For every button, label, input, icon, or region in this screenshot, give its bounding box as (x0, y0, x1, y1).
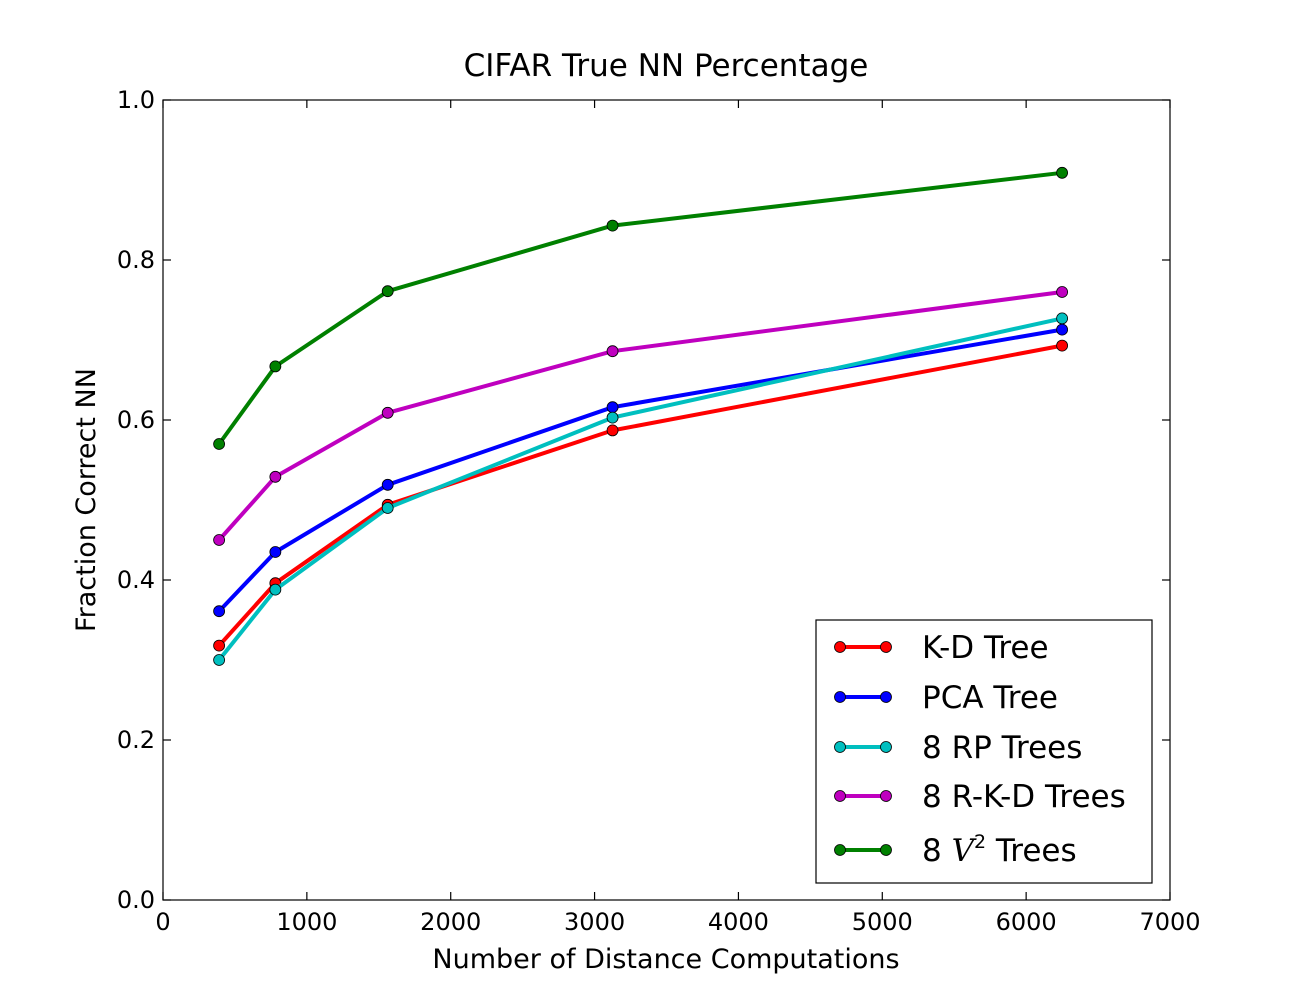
data-point (213, 438, 226, 450)
legend-item: 8 V2 Trees (834, 831, 1077, 869)
data-point (381, 285, 394, 298)
data-point (1056, 312, 1069, 325)
legend-marker (834, 741, 846, 753)
chart-title: CIFAR True NN Percentage (464, 48, 869, 84)
legend-label: PCA Tree (922, 680, 1058, 716)
legend-marker (880, 741, 892, 753)
data-point (1056, 166, 1069, 179)
legend-box (815, 619, 1153, 884)
x-tick-label: 5000 (852, 908, 913, 936)
legend-marker (834, 844, 846, 856)
x-tick-label: 7000 (1139, 908, 1200, 936)
data-point (1056, 323, 1069, 336)
data-point (381, 502, 394, 514)
plot-area: 0 1000 2000 3000 4000 5000 6000 7000 0.0 0.2 0.4 0.… (117, 86, 1201, 936)
y-tick-label: 0.0 (117, 886, 155, 914)
legend-marker (880, 691, 892, 703)
legend-item: PCA Tree (834, 680, 1058, 716)
legend-marker (834, 641, 846, 653)
y-tick-label: 0.2 (117, 726, 155, 754)
data-point (381, 406, 394, 419)
series-lines (213, 166, 1069, 666)
data-point (606, 345, 619, 358)
y-tick-label: 0.8 (117, 246, 155, 274)
legend-marker (834, 691, 846, 703)
series-group (213, 312, 1069, 666)
data-point (606, 411, 619, 424)
data-point (1056, 339, 1069, 352)
data-point (606, 424, 619, 437)
x-tick-label: 3000 (564, 908, 625, 936)
x-tick-label: 1000 (276, 908, 337, 936)
legend-label: 8 RP Trees (922, 730, 1082, 766)
y-tick-label: 0.4 (117, 566, 155, 594)
data-point (269, 583, 282, 596)
legend-item: K-D Tree (834, 630, 1049, 666)
data-point (269, 360, 282, 373)
y-tick-label: 0.6 (117, 406, 155, 434)
data-point (213, 654, 226, 666)
series-group (213, 286, 1069, 546)
data-point (213, 534, 226, 546)
legend: K-D Tree PCA Tree 8 RP Trees 8 R-K-D Trees 8… (815, 619, 1153, 884)
series-group (213, 323, 1069, 618)
legend-label: 8 V2 Trees (922, 831, 1077, 869)
data-point (606, 219, 619, 232)
series-group (213, 166, 1069, 450)
legend-marker (834, 790, 846, 802)
legend-marker (880, 790, 892, 802)
data-point (381, 478, 394, 491)
y-tick-label: 1.0 (117, 86, 155, 114)
data-point (606, 401, 619, 414)
x-tick-label: 4000 (708, 908, 769, 936)
legend-marker (880, 844, 892, 856)
x-tick-label: 6000 (996, 908, 1057, 936)
y-axis-label: Fraction Correct NN (71, 368, 102, 632)
data-point (213, 639, 226, 652)
data-point (1056, 286, 1069, 298)
axis-ticks: 0 1000 2000 3000 4000 5000 6000 7000 0.0 0.2 0.4 0.… (117, 86, 1201, 936)
x-tick-label: 2000 (420, 908, 481, 936)
x-axis-label: Number of Distance Computations (432, 944, 899, 975)
legend-marker (880, 641, 892, 653)
legend-label: 8 R-K-D Trees (922, 779, 1126, 815)
legend-item: 8 RP Trees (834, 730, 1082, 766)
data-point (269, 470, 282, 483)
data-point (269, 546, 282, 558)
data-point (213, 605, 226, 618)
legend-label: K-D Tree (922, 630, 1049, 666)
x-tick-label: 0 (155, 908, 170, 936)
legend-item: 8 R-K-D Trees (834, 779, 1126, 815)
